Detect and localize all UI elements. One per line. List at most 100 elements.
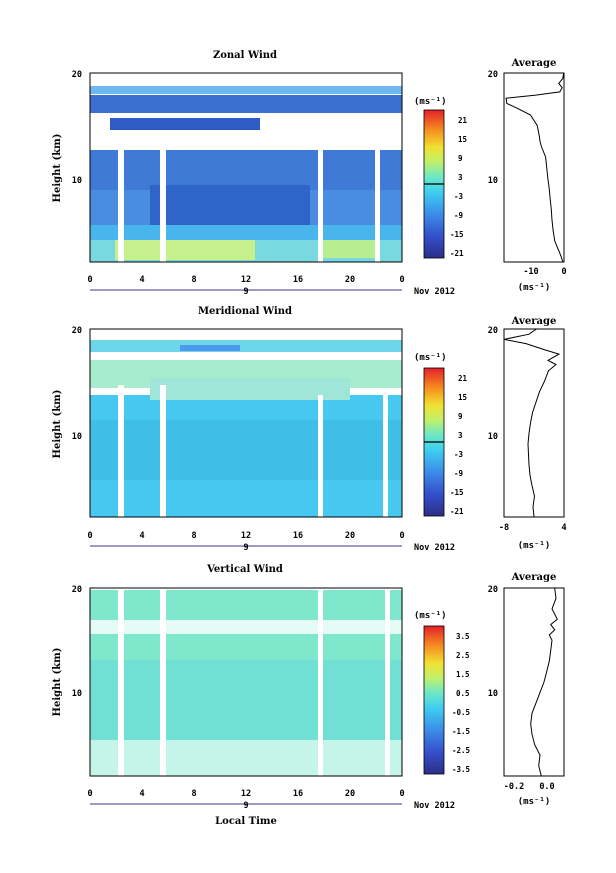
- plot-frame: [89, 587, 403, 777]
- colorbar-tick: 21: [458, 374, 468, 383]
- month-label: Nov 2012: [414, 543, 455, 553]
- colorbar-tick: 21: [458, 116, 468, 125]
- profile-series-line: [505, 72, 565, 263]
- average-profile-3: Average 10 20 -0.2 0.0 (ms⁻¹): [488, 572, 565, 807]
- x-tick-labels: 0 4 8 12 16 20 0: [87, 531, 404, 541]
- colorbar-tick: 9: [458, 154, 463, 163]
- heatmap-field: [90, 86, 402, 262]
- meridional-wind-panel: Meridional Wind Height (km) 10 20 0 4 8 …: [52, 306, 468, 553]
- colorbar: (ms⁻¹) 21 15 9 3 -3 -9 -15 -21: [414, 97, 468, 259]
- x-axis-label: Local Time: [215, 816, 277, 827]
- colorbar-tick: -3.5: [452, 765, 470, 774]
- x-tick-label: 0: [399, 789, 404, 799]
- y-tick-label: 20: [72, 585, 82, 595]
- y-axis-label: Height (km): [52, 134, 63, 203]
- colorbar-tick: 3: [458, 431, 463, 440]
- profile-title: Average: [511, 58, 557, 69]
- colorbar-tick: -9: [454, 469, 464, 478]
- y-tick-label: 10: [488, 689, 498, 699]
- x-tick-labels: 0 4 8 12 16 20 0: [87, 789, 404, 799]
- x-tick-label: 4: [139, 789, 144, 799]
- x-tick-labels: 0 4 8 12 16 20 0: [87, 275, 404, 285]
- zonal-wind-panel: Zonal Wind Height (km) 10 20 0 4: [52, 50, 468, 297]
- x-tick-label: 12: [241, 275, 251, 285]
- colorbar-tick: -15: [450, 230, 464, 239]
- x-tick-label: 16: [293, 531, 303, 541]
- y-tick-label: 20: [488, 326, 498, 336]
- colorbar-tick: -21: [450, 249, 464, 258]
- profile-frame: [503, 72, 565, 263]
- x-tick-label: 8: [191, 789, 196, 799]
- colorbar-unit-label: (ms⁻¹): [414, 97, 447, 107]
- colorbar-unit-label: (ms⁻¹): [414, 611, 447, 621]
- date-label: 9: [243, 801, 248, 811]
- panel-title: Vertical Wind: [206, 564, 283, 575]
- y-axis-label: Height (km): [52, 648, 63, 717]
- colorbar: (ms⁻¹) 3.5 2.5 1.5 0.5 -0.5 -1.5 -2.5 -3…: [414, 611, 470, 775]
- vertical-wind-panel: Vertical Wind Height (km) 10 20 0 4 8 12…: [52, 564, 470, 827]
- colorbar-tick: -3: [454, 450, 464, 459]
- colorbar-tick: 15: [458, 135, 467, 144]
- heatmap-field: [90, 590, 402, 776]
- colorbar-tick: -3: [454, 192, 464, 201]
- colorbar-tick: -1.5: [452, 727, 470, 736]
- colorbar-tick: -21: [450, 507, 464, 516]
- colorbar-tick: 0.5: [456, 689, 470, 698]
- colorbar-tick: 2.5: [456, 651, 470, 660]
- x-tick-label: -0.2: [504, 782, 524, 792]
- profile-series-line: [503, 328, 561, 518]
- x-tick-label: 0.0: [539, 782, 554, 792]
- month-label: Nov 2012: [414, 287, 455, 297]
- y-axis-label: Height (km): [52, 390, 63, 459]
- x-tick-label: 20: [345, 789, 355, 799]
- colorbar-tick: -2.5: [452, 746, 470, 755]
- profile-title: Average: [511, 572, 557, 583]
- colorbar-tick: 3: [458, 173, 463, 182]
- colorbar-tick: 1.5: [456, 670, 470, 679]
- x-tick-label: 0: [87, 275, 92, 285]
- colorbar-unit-label: (ms⁻¹): [414, 353, 447, 363]
- x-tick-label: 8: [191, 531, 196, 541]
- y-tick-label: 20: [72, 70, 82, 80]
- y-tick-label: 10: [72, 689, 82, 699]
- colorbar: (ms⁻¹) 21 15 9 3 -3 -9 -15 -21: [414, 353, 468, 517]
- y-tick-label: 10: [72, 176, 82, 186]
- plot-frame: [89, 72, 403, 263]
- panel-title: Meridional Wind: [198, 306, 292, 317]
- colorbar-tick: 3.5: [456, 632, 470, 641]
- x-tick-label: 8: [191, 275, 196, 285]
- colorbar-tick: -0.5: [452, 708, 470, 717]
- x-tick-label: 4: [139, 275, 144, 285]
- x-tick-label: 16: [293, 789, 303, 799]
- x-tick-label: 0: [87, 531, 92, 541]
- profile-frame: [503, 587, 565, 777]
- y-tick-label: 10: [72, 432, 82, 442]
- colorbar-tick: 9: [458, 412, 463, 421]
- x-tick-label: 20: [345, 531, 355, 541]
- profile-title: Average: [511, 316, 557, 327]
- plot-frame: [89, 328, 403, 518]
- date-label: 9: [243, 543, 248, 553]
- x-tick-label: 12: [241, 789, 251, 799]
- x-tick-label: 0: [87, 789, 92, 799]
- panel-title: Zonal Wind: [213, 50, 277, 61]
- x-axis-label: (ms⁻¹): [518, 541, 551, 551]
- x-tick-label: 16: [293, 275, 303, 285]
- average-profile-2: Average 10 20 -8 4 (ms⁻¹): [488, 316, 567, 551]
- profile-frame: [503, 328, 565, 518]
- y-tick-label: 20: [72, 326, 82, 336]
- x-tick-label: -8: [499, 523, 509, 533]
- y-tick-label: 20: [488, 585, 498, 595]
- heatmap-field: [90, 340, 402, 517]
- profile-series-line: [530, 587, 558, 777]
- y-tick-label: 20: [488, 70, 498, 80]
- date-label: 9: [243, 287, 248, 297]
- x-tick-label: 0: [561, 267, 566, 277]
- month-label: Nov 2012: [414, 801, 455, 811]
- y-tick-label: 10: [488, 432, 498, 442]
- x-tick-label: 20: [345, 275, 355, 285]
- colorbar-tick: -9: [454, 211, 464, 220]
- x-axis-label: (ms⁻¹): [518, 283, 551, 293]
- x-tick-label: 4: [139, 531, 144, 541]
